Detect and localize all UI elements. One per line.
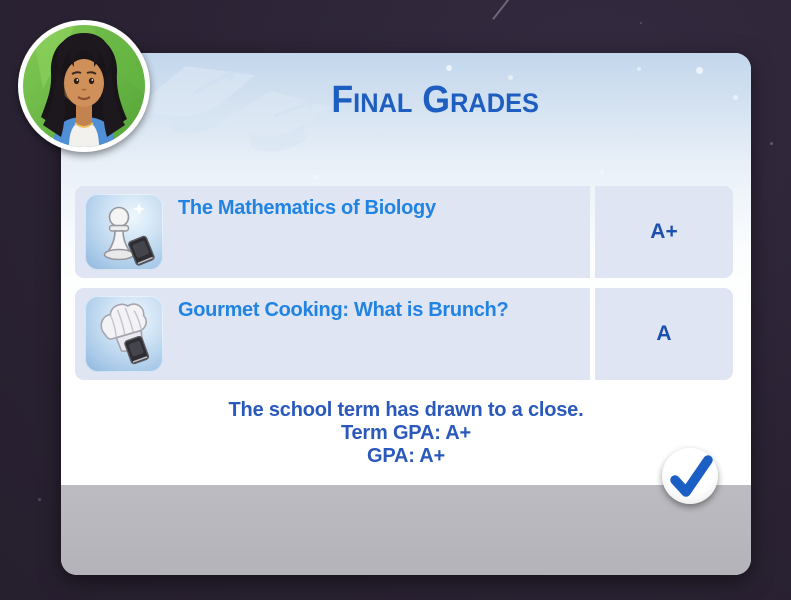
- course-row: Gourmet Cooking: What is Brunch? A: [75, 288, 733, 380]
- final-grades-dialog: Final Grades Course Name Grade: [61, 53, 751, 575]
- graduation-cap-icon: [217, 90, 332, 152]
- term-summary: The school term has drawn to a close. Te…: [61, 399, 751, 468]
- snow-dot: [770, 142, 773, 145]
- course-row: The Mathematics of Biology A+: [75, 186, 733, 278]
- dialog-footer: [61, 448, 751, 575]
- snow-dot: [640, 22, 642, 24]
- course-cell: Gourmet Cooking: What is Brunch?: [75, 288, 590, 380]
- dialog-title: Final Grades: [331, 79, 539, 121]
- snow-dot: [696, 67, 703, 74]
- chess-pawn-book-icon: [85, 194, 163, 270]
- snow-dot: [446, 65, 452, 71]
- course-title: The Mathematics of Biology: [178, 197, 436, 219]
- dialog-body: Final Grades Course Name Grade: [61, 53, 751, 485]
- snow-dot: [600, 170, 604, 174]
- confirm-button[interactable]: [662, 448, 718, 504]
- summary-line: The school term has drawn to a close.: [228, 399, 584, 421]
- overall-gpa: GPA: A+: [366, 445, 446, 467]
- grade-value: A: [595, 288, 733, 380]
- graduation-cap-icon: [131, 65, 256, 133]
- course-title: Gourmet Cooking: What is Brunch?: [178, 299, 509, 321]
- snow-dot: [637, 67, 641, 71]
- snow-dot: [733, 95, 738, 100]
- grade-value: A+: [595, 186, 733, 278]
- light-streak: [492, 0, 510, 20]
- checkmark-icon: [670, 455, 713, 497]
- chef-hat-book-icon: [85, 296, 163, 372]
- course-cell: The Mathematics of Biology: [75, 186, 590, 278]
- snow-dot: [313, 175, 318, 180]
- term-gpa: Term GPA: A+: [340, 422, 472, 444]
- sim-avatar: [18, 20, 150, 152]
- sim-portrait: [23, 25, 145, 147]
- snow-dot: [508, 75, 513, 80]
- snow-dot: [38, 498, 41, 501]
